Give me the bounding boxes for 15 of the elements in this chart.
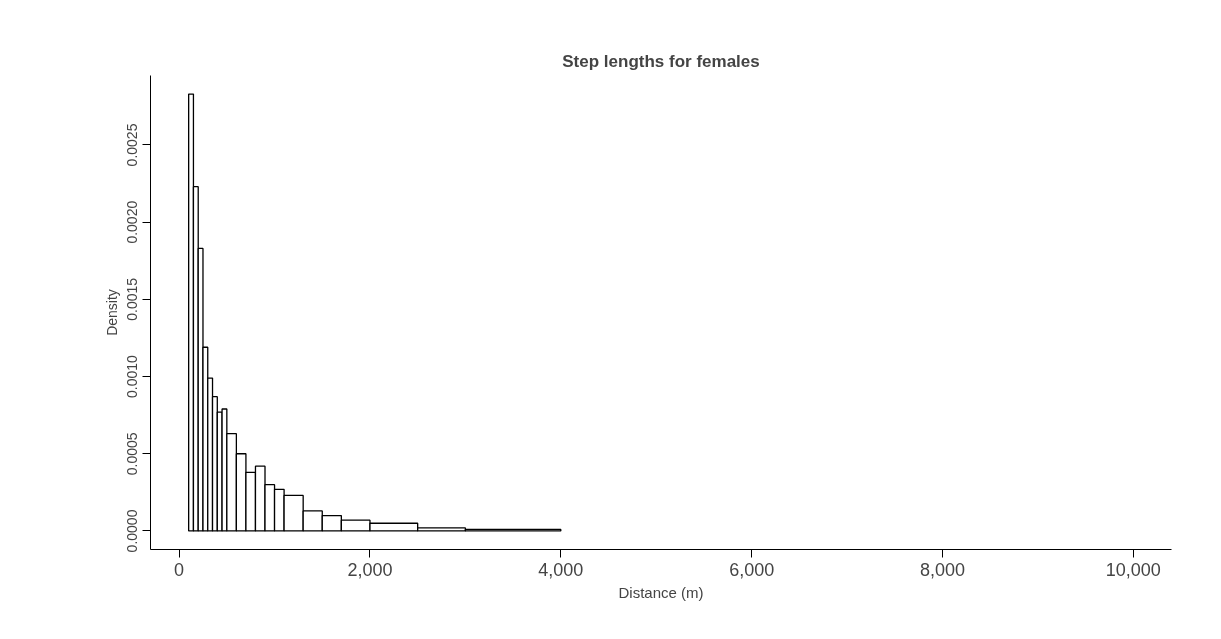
y-tick-label: 0.0010 [124, 354, 141, 398]
chart-title: Step lengths for females [562, 51, 760, 71]
y-tick-label: 0.0025 [124, 123, 141, 167]
x-axis-title: Distance (m) [618, 583, 704, 601]
x-tick-label: 2,000 [347, 559, 393, 580]
y-tick-label: 0.0015 [124, 277, 141, 321]
x-tick-label: 8,000 [919, 559, 966, 580]
y-tick-label: 0.0020 [124, 200, 141, 244]
x-tick-label: 6,000 [729, 559, 775, 580]
x-tick-label: 10,000 [1105, 559, 1161, 580]
y-tick-label: 0.0005 [124, 432, 141, 476]
x-tick-label: 4,000 [538, 559, 584, 580]
y-tick-label: 0.0000 [124, 509, 141, 553]
x-tick-label: 0 [174, 559, 185, 580]
y-axis-title: Density [103, 289, 120, 336]
